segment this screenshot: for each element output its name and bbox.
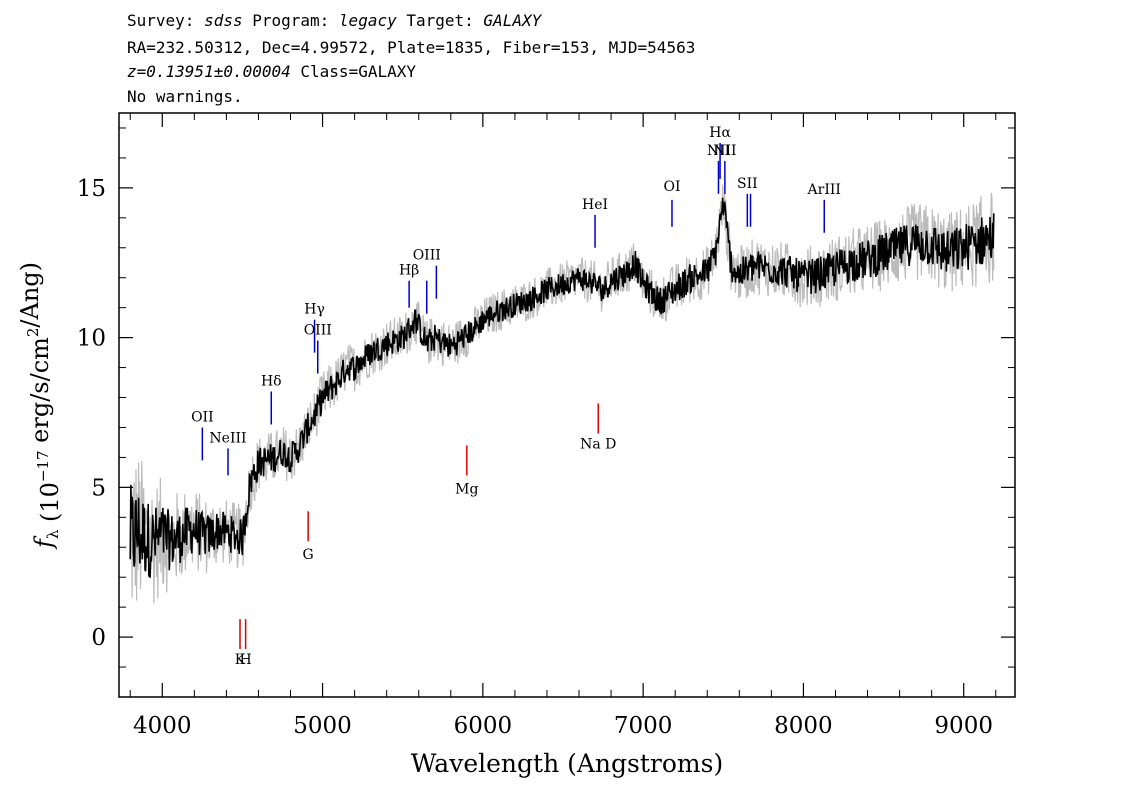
x-tick-label: 5000 xyxy=(293,713,352,739)
emission-line-label: Hδ xyxy=(261,374,282,390)
header-line-3: z=0.13951±0.00004 Class=GALAXY xyxy=(127,62,416,81)
target-value: GALAXY xyxy=(483,11,542,30)
header-line-2: RA=232.50312, Dec=4.99572, Plate=1835, F… xyxy=(127,38,696,57)
program-value: legacy xyxy=(338,11,397,30)
survey-value: sdss xyxy=(204,11,243,30)
emission-line-label: OII xyxy=(191,409,214,425)
absorption-line-label: H xyxy=(240,652,252,668)
header-line-4: No warnings. xyxy=(127,87,243,106)
y-axis-label-part: erg/s/cm xyxy=(26,337,54,451)
emission-line-label: Hγ xyxy=(304,302,325,318)
emission-line-label: NeIII xyxy=(209,430,246,446)
y-axis-label-part: /Ang) xyxy=(16,262,44,328)
header-line-1: Survey: sdss Program: legacy Target: GAL… xyxy=(127,11,541,30)
emission-line-label: HeI xyxy=(582,197,608,213)
plot-frame xyxy=(118,112,1016,698)
x-tick-label: 8000 xyxy=(774,713,833,739)
y-tick-label: 5 xyxy=(91,475,106,501)
absorption-line-label: Mg xyxy=(455,481,478,497)
y-axis-label-part: λ xyxy=(44,529,62,539)
x-tick-label: 7000 xyxy=(614,713,673,739)
program-label: Program: xyxy=(242,11,339,30)
x-tick-label: 4000 xyxy=(133,713,192,739)
y-tick-label: 0 xyxy=(91,625,106,651)
error-series xyxy=(129,184,995,604)
y-axis-label: fλ (10−17 erg/s/cm2/Ang) xyxy=(16,262,64,550)
emission-line-label: Hα xyxy=(709,125,731,141)
plot-series-group xyxy=(129,184,995,604)
y-tick-label: 10 xyxy=(77,326,106,352)
x-tick-label: 6000 xyxy=(454,713,513,739)
emission-line-label: OIII xyxy=(413,248,441,264)
absorption-line-label: K xyxy=(235,652,246,668)
redshift-value: z=0.13951±0.00004 xyxy=(127,62,291,81)
flux-series xyxy=(129,197,995,578)
emission-line-label: Hβ xyxy=(399,263,419,279)
emission-line-label: OI xyxy=(663,179,680,195)
emission-line-label: OIII xyxy=(304,323,332,339)
emission-line-label: NII xyxy=(707,143,730,159)
y-axis-label-part: −17 xyxy=(34,450,52,482)
absorption-line-label: Na D xyxy=(580,436,616,452)
class-value: Class=GALAXY xyxy=(290,62,416,81)
absorption-line-label: G xyxy=(303,547,314,563)
emission-line-label: ArIII xyxy=(807,182,841,198)
emission-line-label: NII xyxy=(713,143,736,159)
y-axis-label-part: 2 xyxy=(24,328,42,338)
y-tick-label: 15 xyxy=(77,176,106,202)
x-tick-label: 9000 xyxy=(934,713,993,739)
y-axis-label-part: (10 xyxy=(36,482,64,530)
survey-label: Survey: xyxy=(127,11,205,30)
emission-line-label: SII xyxy=(737,176,758,192)
x-axis-label: Wavelength (Angstroms) xyxy=(411,749,723,778)
target-label: Target: xyxy=(396,11,484,30)
